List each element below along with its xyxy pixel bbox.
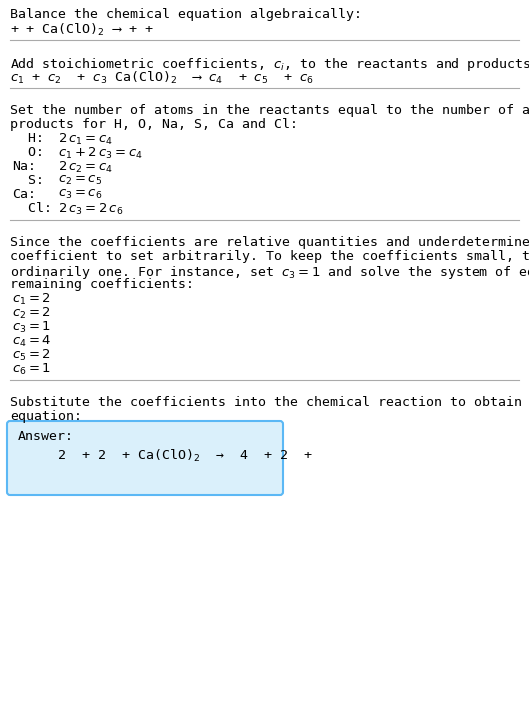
Text: $2\,c_3 = 2\,c_6$: $2\,c_3 = 2\,c_6$: [58, 202, 123, 217]
Text: Balance the chemical equation algebraically:: Balance the chemical equation algebraica…: [10, 8, 362, 21]
Text: $2\,c_1 = c_4$: $2\,c_1 = c_4$: [58, 132, 113, 147]
Text: products for H, O, Na, S, Ca and Cl:: products for H, O, Na, S, Ca and Cl:: [10, 118, 298, 131]
Text: $c_2 = 2$: $c_2 = 2$: [12, 306, 51, 321]
Text: Ca:: Ca:: [12, 188, 36, 201]
Text: S:: S:: [12, 174, 44, 187]
Text: $c_1$ + $c_2$  + $c_3$ Ca(ClO)$_2$  ⟶ $c_4$  + $c_5$  + $c_6$: $c_1$ + $c_2$ + $c_3$ Ca(ClO)$_2$ ⟶ $c_4…: [10, 70, 314, 86]
Text: Since the coefficients are relative quantities and underdetermined, choose a: Since the coefficients are relative quan…: [10, 236, 529, 249]
Text: $c_3 = 1$: $c_3 = 1$: [12, 320, 51, 335]
Text: Substitute the coefficients into the chemical reaction to obtain the balanced: Substitute the coefficients into the che…: [10, 396, 529, 409]
Text: remaining coefficients:: remaining coefficients:: [10, 278, 194, 291]
Text: Set the number of atoms in the reactants equal to the number of atoms in the: Set the number of atoms in the reactants…: [10, 104, 529, 117]
Text: $c_4 = 4$: $c_4 = 4$: [12, 334, 51, 349]
FancyBboxPatch shape: [7, 421, 283, 495]
Text: O:: O:: [12, 146, 44, 159]
Text: Answer:: Answer:: [18, 430, 74, 443]
Text: Add stoichiometric coefficients, $c_i$, to the reactants and products:: Add stoichiometric coefficients, $c_i$, …: [10, 56, 529, 73]
Text: $c_1 = 2$: $c_1 = 2$: [12, 292, 51, 307]
Text: $c_3 = c_6$: $c_3 = c_6$: [58, 188, 102, 201]
Text: $c_2 = c_5$: $c_2 = c_5$: [58, 174, 102, 187]
Text: Na:: Na:: [12, 160, 36, 173]
Text: coefficient to set arbitrarily. To keep the coefficients small, the arbitrary va: coefficient to set arbitrarily. To keep …: [10, 250, 529, 263]
Text: $c_1 + 2\,c_3 = c_4$: $c_1 + 2\,c_3 = c_4$: [58, 146, 143, 161]
Text: H:: H:: [12, 132, 44, 145]
Text: ordinarily one. For instance, set $c_3 = 1$ and solve the system of equations fo: ordinarily one. For instance, set $c_3 =…: [10, 264, 529, 281]
Text: $c_6 = 1$: $c_6 = 1$: [12, 362, 51, 377]
Text: Cl:: Cl:: [12, 202, 52, 215]
Text: 2  + 2  + Ca(ClO)$_2$  →  4  + 2  +: 2 + 2 + Ca(ClO)$_2$ → 4 + 2 +: [18, 448, 313, 464]
Text: + + Ca(ClO)$_2$ ⟶ + +: + + Ca(ClO)$_2$ ⟶ + +: [10, 22, 153, 38]
Text: equation:: equation:: [10, 410, 82, 423]
Text: $2\,c_2 = c_4$: $2\,c_2 = c_4$: [58, 160, 113, 175]
Text: $c_5 = 2$: $c_5 = 2$: [12, 348, 51, 363]
